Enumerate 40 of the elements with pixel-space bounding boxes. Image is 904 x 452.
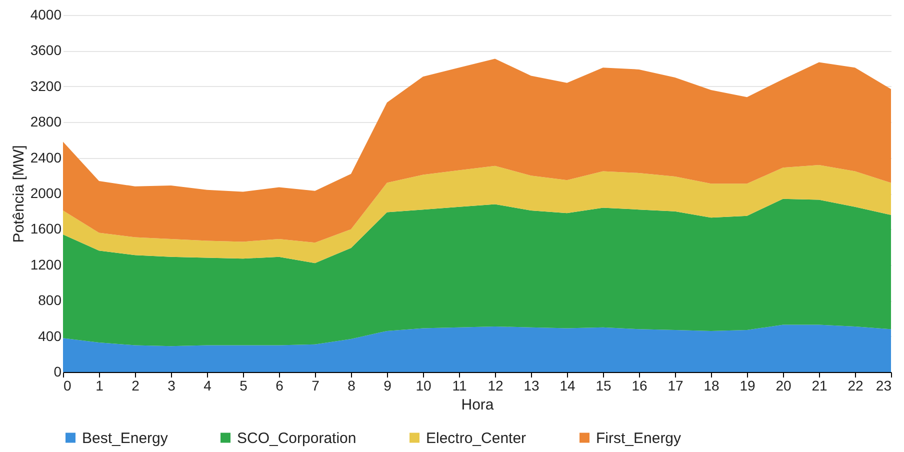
legend-label: First_Energy (596, 430, 682, 447)
x-tick-label: 19 (740, 378, 756, 394)
x-tick-label: 1 (96, 378, 104, 394)
x-tick-label: 18 (704, 378, 720, 394)
x-tick-label: 16 (632, 378, 648, 394)
y-tick-label: 2000 (30, 185, 62, 201)
x-tick-label: 3 (168, 378, 176, 394)
x-tick-label: 12 (488, 378, 504, 394)
x-tick-label: 9 (384, 378, 392, 394)
y-tick-label: 2800 (30, 114, 62, 130)
x-tick-label: 23 (876, 378, 892, 394)
x-tick-label: 7 (312, 378, 320, 394)
y-tick-label: 400 (38, 328, 62, 344)
x-tick-label: 5 (240, 378, 248, 394)
y-tick-label: 2400 (30, 149, 62, 166)
y-tick-label: 800 (38, 292, 62, 308)
y-tick-label: 4000 (30, 6, 62, 22)
x-tick-label: 10 (416, 378, 432, 394)
x-tick-label: 14 (560, 378, 576, 394)
x-tick-label: 11 (452, 378, 467, 394)
x-tick-label: 21 (812, 378, 828, 394)
x-tick-label: 8 (348, 378, 356, 394)
x-tick-label: 6 (276, 378, 284, 394)
x-axis-title: Hora (461, 396, 494, 414)
x-tick-label: 13 (524, 378, 540, 394)
y-axis-title: Potência [MW] (10, 145, 28, 243)
x-tick-label: 22 (848, 378, 864, 394)
y-tick-label: 3600 (30, 42, 62, 58)
x-tick-label: 20 (776, 378, 792, 394)
legend-label: Electro_Center (426, 430, 526, 447)
y-tick-label: 3200 (30, 78, 62, 94)
y-tick-label: 1600 (30, 220, 62, 237)
y-tick-label: 1200 (30, 256, 62, 272)
y-tick-label: 0 (54, 364, 62, 380)
x-tick-label: 2 (132, 378, 140, 394)
x-tick-label: 15 (596, 378, 612, 394)
legend-label: Best_Energy (82, 430, 168, 447)
x-tick-label: 4 (204, 378, 212, 394)
x-tick-label: 17 (668, 378, 684, 394)
legend-label: SCO_Corporation (237, 430, 356, 447)
